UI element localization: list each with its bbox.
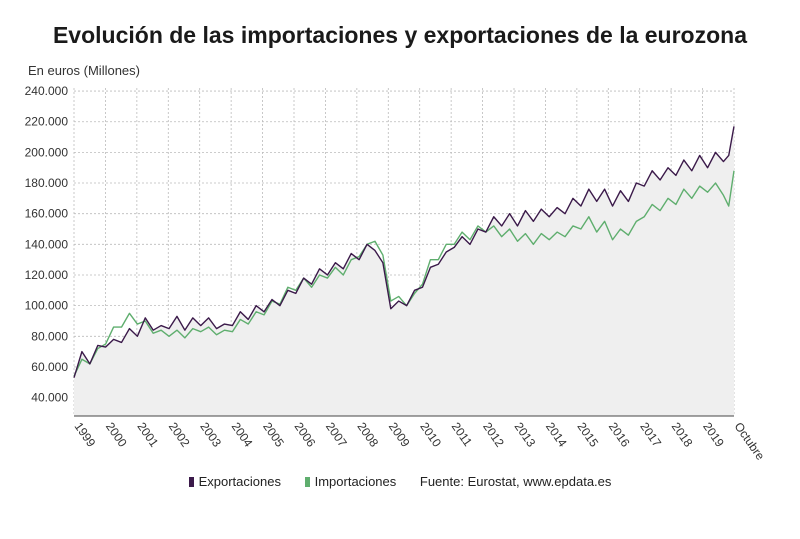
area-fill bbox=[74, 126, 734, 417]
legend-swatch-exportaciones bbox=[188, 477, 194, 487]
y-tick-label: 40.000 bbox=[31, 391, 68, 405]
y-tick-labels: 40.000 60.000 80.000 100.000 120.000 140.000 1… bbox=[25, 84, 69, 405]
y-tick-label: 240.000 bbox=[25, 84, 69, 98]
y-tick-label: 140.000 bbox=[25, 237, 69, 251]
x-tick-label: 1999 bbox=[72, 420, 99, 450]
x-tick-label: 2019 bbox=[700, 420, 727, 450]
x-tick-labels: 1999 2000 2001 2002 2003 2004 2005 2006 2007 2008… bbox=[72, 420, 768, 463]
series-lines bbox=[73, 126, 735, 378]
x-tick-label: 2013 bbox=[512, 420, 539, 450]
area-exportaciones bbox=[74, 126, 734, 417]
x-tick-label: 2011 bbox=[449, 420, 475, 449]
source-note: Fuente: Eurostat, www.epdata.es bbox=[419, 474, 612, 489]
y-tick-label: 200.000 bbox=[25, 145, 69, 159]
x-tick-label: 2007 bbox=[323, 420, 350, 450]
x-tick-label: 2003 bbox=[197, 420, 224, 450]
x-tick-label: 2009 bbox=[386, 420, 413, 450]
y-tick-label: 100.000 bbox=[25, 299, 69, 313]
x-tick-label: 2015 bbox=[574, 420, 601, 450]
legend-item-importaciones: Importaciones bbox=[304, 474, 397, 489]
chart-title: Evolución de las importaciones y exporta… bbox=[52, 22, 748, 48]
y-tick-label: 120.000 bbox=[25, 268, 69, 282]
legend-swatch-importaciones bbox=[304, 477, 310, 487]
x-tick-label: 2002 bbox=[166, 420, 193, 450]
x-tick-label: 2006 bbox=[292, 420, 319, 450]
legend-item-exportaciones: Exportaciones bbox=[188, 474, 281, 489]
x-tick-label: 2018 bbox=[669, 420, 696, 450]
series-line-exportaciones bbox=[73, 126, 735, 378]
legend: Exportaciones Importaciones Fuente: Euro… bbox=[0, 474, 800, 489]
x-tick-label: 2012 bbox=[480, 420, 507, 450]
x-tick-label: 2016 bbox=[606, 420, 633, 450]
x-tick-label: 2004 bbox=[229, 420, 256, 450]
x-tick-label: 2010 bbox=[417, 420, 444, 450]
x-tick-label: 2000 bbox=[103, 420, 130, 450]
x-tick-label: 2014 bbox=[543, 420, 570, 450]
y-tick-label: 180.000 bbox=[25, 176, 69, 190]
legend-label-importaciones: Importaciones bbox=[314, 474, 397, 489]
y-tick-label: 60.000 bbox=[31, 360, 68, 374]
x-tick-label: Octubre bbox=[732, 420, 768, 463]
x-tick-label: 2008 bbox=[354, 420, 381, 450]
x-tick-label: 2001 bbox=[134, 420, 161, 450]
y-axis-label: En euros (Millones) bbox=[28, 63, 140, 78]
x-tick-label: 2005 bbox=[260, 420, 287, 450]
y-tick-label: 80.000 bbox=[31, 329, 68, 343]
legend-label-exportaciones: Exportaciones bbox=[198, 474, 281, 489]
y-tick-label: 220.000 bbox=[25, 115, 69, 129]
x-tick-label: 2017 bbox=[637, 420, 664, 450]
y-tick-label: 160.000 bbox=[25, 207, 69, 221]
